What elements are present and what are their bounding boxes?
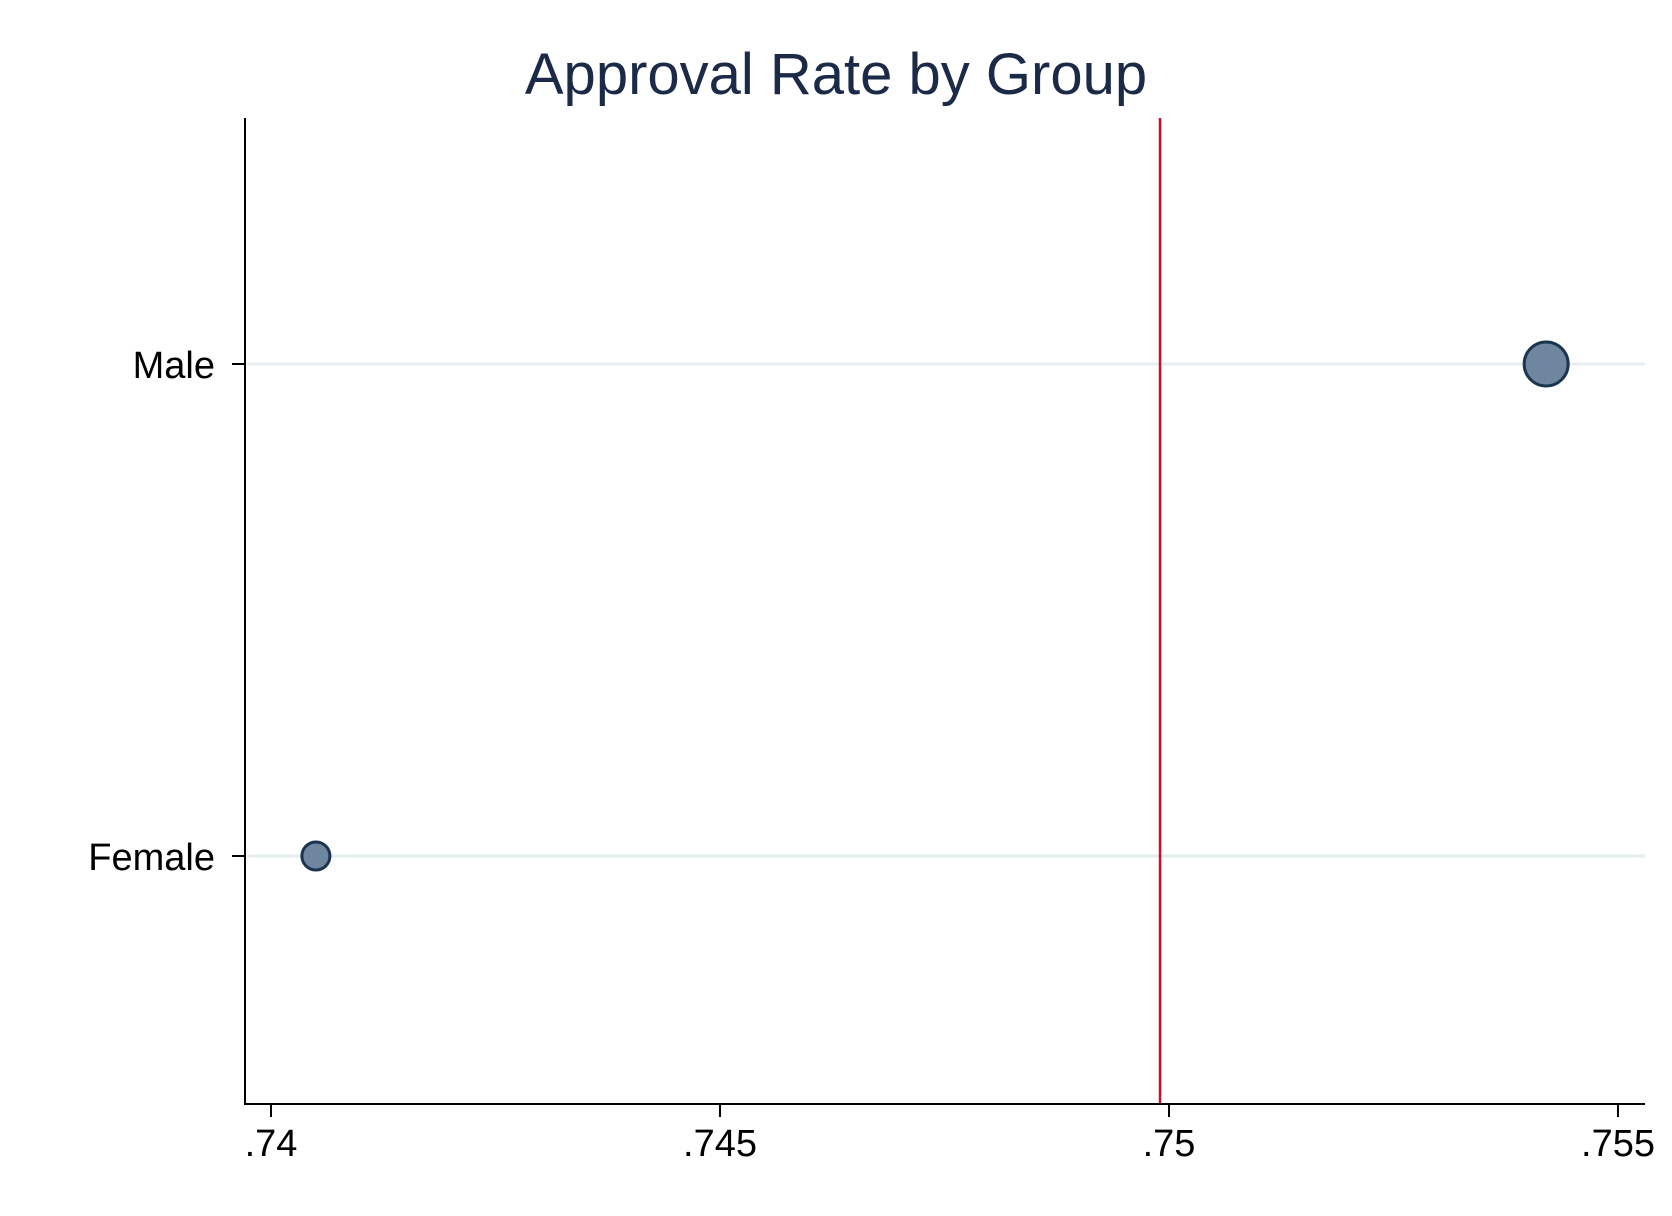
x-tick-label: .755: [1581, 1123, 1655, 1165]
y-tick-label-male: Male: [133, 345, 215, 387]
x-tick-label: .74: [245, 1123, 298, 1165]
data-point-male: [1522, 340, 1570, 388]
chart-title: Approval Rate by Group: [524, 42, 1148, 107]
y-axis-ticks: Male Female: [88, 345, 245, 879]
data-point-female: [300, 840, 332, 872]
gridlines: [247, 362, 1645, 858]
data-points: [300, 340, 1570, 872]
axes: [244, 118, 1645, 1105]
y-tick-label-female: Female: [88, 837, 215, 879]
x-tick-label: .745: [683, 1123, 757, 1165]
x-tick-label: .75: [1143, 1123, 1196, 1165]
x-axis-ticks: .74 .745 .75 .755: [245, 1104, 1655, 1165]
